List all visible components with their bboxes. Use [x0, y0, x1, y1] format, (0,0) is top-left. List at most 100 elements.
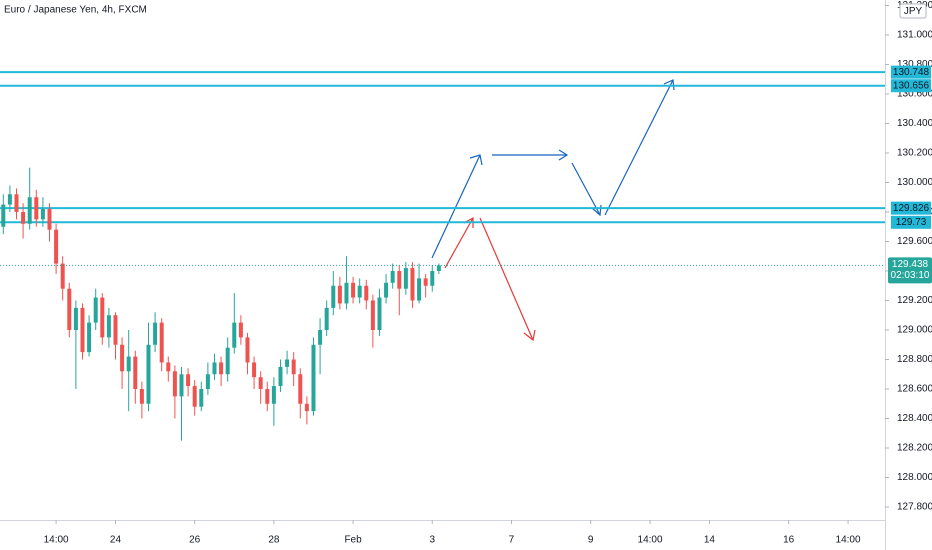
candle-body — [93, 297, 98, 323]
candle-body — [331, 285, 336, 308]
x-tick-label: 16 — [783, 535, 795, 546]
candle-body — [377, 297, 382, 330]
candle-body — [357, 285, 362, 298]
candle-body — [27, 197, 32, 224]
x-tick-label: 14 — [704, 535, 716, 546]
candle-body — [47, 209, 52, 230]
candle-body — [146, 344, 151, 404]
arrow — [431, 154, 481, 259]
candle-body — [1, 204, 6, 227]
x-tick-label: 26 — [189, 535, 201, 546]
candle-body — [120, 344, 125, 372]
candle-body — [390, 270, 395, 283]
candle-body — [232, 322, 237, 348]
x-tick-label: 7 — [509, 535, 515, 546]
candle-body — [238, 322, 243, 338]
candle-body — [14, 194, 19, 212]
candle-body — [245, 337, 250, 363]
x-tick-label: 14:00 — [638, 535, 663, 546]
candle-body — [311, 344, 316, 412]
x-tick-label: 9 — [588, 535, 594, 546]
level-label: 129.826 — [893, 203, 930, 214]
x-tick-label: 14:00 — [44, 535, 69, 546]
x-tick-label: 24 — [110, 535, 122, 546]
candle-body — [384, 282, 389, 298]
level-label-box — [891, 65, 931, 79]
candle-body — [291, 359, 296, 375]
candle-body — [205, 374, 210, 390]
arrow — [444, 217, 474, 269]
candle-body — [318, 329, 323, 345]
y-tick-label: 130.400 — [897, 118, 932, 129]
y-tick-label: 127.800 — [897, 502, 932, 513]
chart-title: Euro / Japanese Yen, 4h, FXCM — [4, 5, 147, 16]
candle-body — [212, 362, 217, 375]
arrow-head — [558, 149, 569, 161]
y-tick-label: 128.000 — [897, 472, 932, 483]
y-tick-label: 129.200 — [897, 295, 932, 306]
last-price-box — [888, 257, 932, 284]
x-tick-label: Feb — [344, 535, 362, 546]
candle-body — [364, 285, 369, 301]
candle-body — [133, 356, 138, 390]
level-label-box — [891, 215, 931, 229]
candle-body — [430, 270, 435, 286]
arrow — [604, 79, 674, 216]
candle-body — [397, 270, 402, 289]
candle-body — [60, 263, 65, 289]
candle-body — [410, 268, 415, 301]
currency-badge — [899, 3, 927, 19]
candle-body — [271, 386, 276, 404]
candle-body — [73, 307, 78, 330]
arrow-head — [469, 154, 483, 166]
level-label-box — [891, 201, 931, 215]
y-tick-label: 128.800 — [897, 354, 932, 365]
candle-body — [370, 300, 375, 330]
level-label: 130.748 — [893, 67, 930, 78]
candle-body — [172, 371, 177, 397]
y-tick-label: 129.600 — [897, 236, 932, 247]
candle-body — [159, 322, 164, 363]
candle-body — [80, 307, 85, 353]
arrow — [479, 217, 534, 341]
y-tick-label: 130.600 — [897, 89, 932, 100]
y-tick-label: 128.600 — [897, 384, 932, 395]
candle-body — [258, 377, 263, 390]
level-label-box — [891, 79, 931, 93]
currency-label: JPY — [904, 6, 923, 17]
candle-body — [324, 307, 329, 330]
candle-body — [192, 386, 197, 407]
candle-body — [179, 374, 184, 397]
candle-body — [265, 389, 270, 404]
candle-body — [166, 362, 171, 372]
y-tick-label: 128.200 — [897, 443, 932, 454]
y-tick-label: 131.000 — [897, 30, 932, 41]
candle-body — [403, 268, 408, 289]
candle-body — [106, 315, 111, 338]
candle-body — [139, 389, 144, 404]
candle-body — [153, 322, 158, 345]
candle-body — [344, 282, 349, 304]
candle-body — [278, 366, 283, 387]
candle-body — [113, 315, 118, 345]
arrow-head — [523, 329, 536, 342]
candle-body — [417, 278, 422, 301]
level-label: 130.656 — [893, 80, 930, 91]
candle-body — [100, 297, 105, 338]
candle-body — [423, 278, 428, 286]
y-tick-label: 128.400 — [897, 413, 932, 424]
candle-body — [87, 322, 92, 353]
candle-body — [436, 265, 441, 271]
candle-body — [126, 356, 131, 372]
x-tick-label: 28 — [268, 535, 280, 546]
countdown-label: 02:03:10 — [891, 270, 930, 281]
candle-body — [54, 229, 59, 264]
level-label: 129.73 — [896, 217, 927, 228]
y-tick-label: 130.000 — [897, 177, 932, 188]
candle-body — [351, 282, 356, 298]
candle-body — [21, 211, 26, 224]
candle-body — [34, 197, 39, 220]
candle-body — [67, 288, 72, 330]
